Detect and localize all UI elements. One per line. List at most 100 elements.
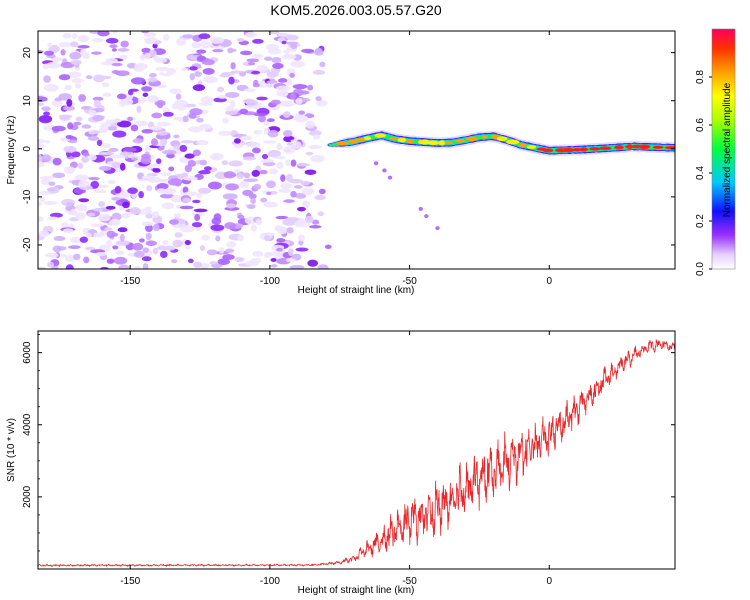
- spectrogram-noise-blob: [43, 201, 58, 205]
- spectrogram-noise-blob: [248, 62, 256, 66]
- spectrogram-noise-blob: [173, 134, 180, 139]
- spectrogram-noise-blob: [104, 227, 113, 231]
- spectrogram-noise-blob: [182, 115, 189, 123]
- spectrogram-xtick-label: 0: [546, 276, 552, 287]
- spectrogram-noise-blob: [182, 197, 191, 203]
- spectrogram-noise-blob: [189, 108, 203, 116]
- spectrogram-noise-blob: [51, 125, 66, 132]
- spectrogram-noise-blob: [256, 65, 269, 72]
- spectrogram-noise-blob: [275, 215, 289, 220]
- spectrogram-noise-blob: [270, 258, 277, 263]
- spectrogram-noise-blob: [74, 66, 81, 71]
- spectrogram-hotspot: [578, 148, 589, 151]
- spectrogram-noise-blob: [120, 40, 129, 48]
- spectrogram-noise-blob: [175, 93, 182, 100]
- spectrogram-noise-blob: [58, 42, 72, 48]
- spectrogram-noise-blob: [182, 176, 198, 181]
- spectrogram-noise-blob: [201, 234, 210, 241]
- spectrogram-side-blob: [387, 175, 393, 180]
- spectrogram-hotspot: [526, 145, 537, 149]
- spectrogram-noise-blob: [242, 156, 257, 161]
- spectrogram-noise-blob: [251, 169, 260, 177]
- spectrogram-noise-blob: [148, 73, 157, 78]
- spectrogram-noise-blob: [285, 102, 295, 107]
- spectrogram-noise-blob: [295, 192, 307, 199]
- spectrogram-noise-blob: [217, 258, 230, 265]
- spectrogram-noise-blob: [271, 56, 282, 64]
- spectrogram-noise-blob: [289, 72, 296, 78]
- snr-ytick-label: 6000: [22, 341, 33, 364]
- spectrogram-noise-blob: [139, 53, 146, 61]
- spectrogram-noise-blob: [252, 38, 264, 44]
- spectrogram-noise-blob: [145, 240, 158, 246]
- spectrogram-noise-blob: [202, 67, 215, 75]
- spectrogram-noise-blob: [78, 179, 90, 188]
- spectrogram-noise-blob: [162, 108, 170, 114]
- spectrogram-noise-blob: [292, 141, 302, 150]
- spectrogram-noise-blob: [98, 213, 111, 222]
- spectrogram-noise-blob: [163, 245, 176, 251]
- spectrogram-hotspot: [481, 135, 489, 139]
- spectrogram-noise-blob: [245, 31, 258, 38]
- spectrogram-noise-blob: [179, 205, 194, 210]
- spectrogram-side-blob: [435, 226, 440, 231]
- spectrogram-noise-blob: [85, 232, 92, 238]
- spectrogram-noise-blob: [192, 84, 206, 92]
- spectrogram-noise-blob: [132, 138, 144, 144]
- spectrogram-noise-blob: [98, 165, 112, 171]
- spectrogram-noise-blob: [312, 70, 326, 75]
- spectrogram-noise-blob: [90, 180, 100, 189]
- spectrogram-noise-blob: [69, 52, 82, 60]
- spectrogram-noise-blob: [146, 173, 159, 177]
- spectrogram-noise-blob: [317, 211, 325, 217]
- spectrogram-hotspot: [374, 133, 387, 138]
- spectrogram-noise-blob: [150, 138, 158, 147]
- spectrogram-noise-blob: [161, 172, 172, 177]
- spectrogram-noise-blob: [38, 143, 45, 150]
- snr-xtick-label: -150: [120, 576, 140, 587]
- spectrogram-noise-blob: [38, 161, 45, 168]
- spectrogram-noise-blob: [243, 88, 256, 92]
- snr-ylabel: SNR (10 * v/v): [6, 418, 17, 482]
- spectrogram-noise-blob: [60, 49, 66, 56]
- spectrogram-noise-blob: [286, 142, 295, 146]
- spectrogram-noise-blob: [173, 213, 182, 219]
- spectrogram-noise-blob: [246, 204, 256, 210]
- spectrogram-noise-blob: [141, 256, 152, 262]
- spectrogram-hotspot: [444, 140, 453, 145]
- spectrogram-noise-blob: [111, 70, 121, 75]
- spectrogram-noise-blob: [100, 143, 112, 149]
- spectrogram-noise-blob: [156, 183, 169, 190]
- spectrogram-noise-blob: [170, 194, 184, 203]
- spectrogram-noise-blob: [183, 191, 198, 196]
- spectrogram-noise-blob: [134, 265, 141, 269]
- spectrogram-noise-blob: [313, 49, 324, 56]
- spectrogram-noise-blob: [75, 204, 88, 212]
- spectrogram-noise-blob: [227, 48, 237, 52]
- snr-y-axis: 2000 4000 6000: [22, 334, 675, 552]
- snr-ytick-label: 2000: [22, 485, 33, 508]
- spectrogram-noise-blob: [280, 183, 293, 189]
- spectrogram-noise-blob: [180, 140, 195, 144]
- spectrogram-noise-blob: [56, 246, 67, 251]
- spectrogram-noise-blob: [163, 33, 170, 42]
- spectrogram-noise-blob: [93, 99, 102, 108]
- spectrogram-noise-blob: [293, 185, 303, 189]
- spectrogram-noise-blob: [155, 66, 170, 72]
- spectrogram-noise-blob: [64, 84, 73, 91]
- spectrogram-noise-blob: [277, 226, 288, 235]
- spectrogram-noise-blob: [314, 194, 326, 201]
- spectrogram-hotspot: [363, 136, 372, 141]
- spectrogram-noise-blob: [226, 241, 237, 248]
- spectrogram-noise-blob: [161, 72, 173, 77]
- spectrogram-y-axis: -20 -10 0 10 20: [22, 47, 675, 252]
- spectrogram-noise-blob: [154, 100, 166, 107]
- spectrogram-x-axis: -150 -100 -50 0: [120, 31, 552, 287]
- spectrogram-noise-blob: [169, 219, 179, 225]
- snr-panel: -150 -100 -50 0 2000 4000 6000 Height of stra…: [6, 330, 676, 596]
- spectrogram-noise-blob: [41, 106, 51, 112]
- spectrogram-noise-blob: [252, 147, 261, 154]
- spectrogram-noise-blob: [115, 192, 131, 199]
- spectrogram-noise-blob: [93, 232, 105, 238]
- spectrogram-noise-blob: [189, 72, 195, 81]
